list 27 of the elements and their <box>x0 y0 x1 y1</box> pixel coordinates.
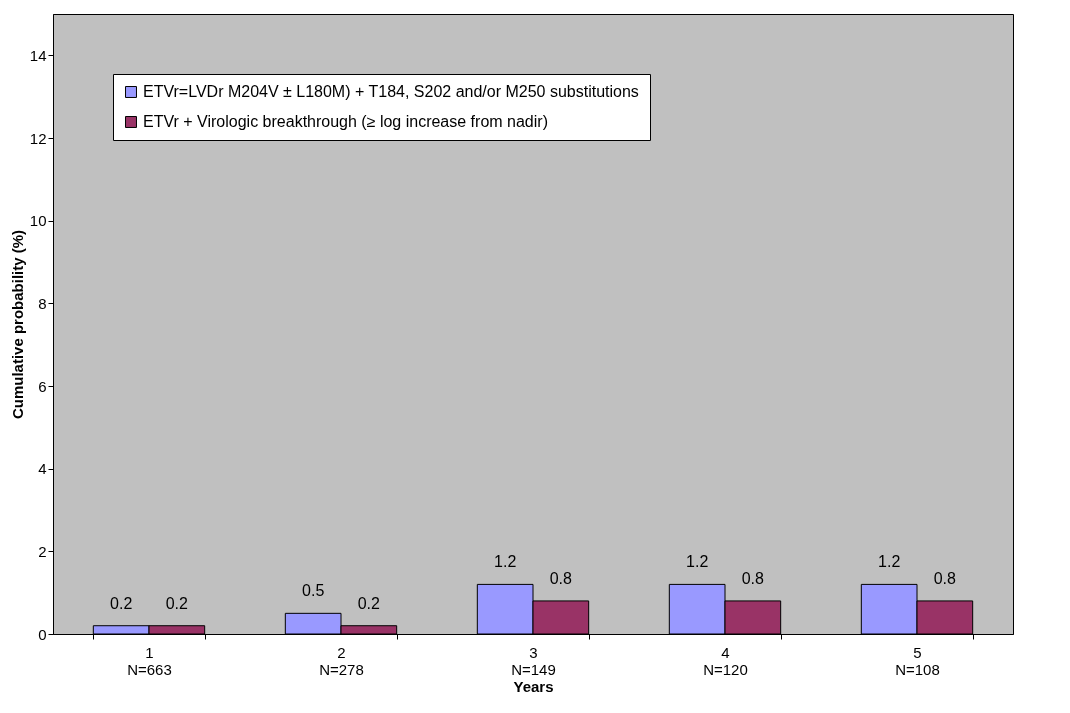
y-tick-label: 0 <box>38 625 47 643</box>
x-tick-label: 5 N=108 <box>895 643 940 678</box>
y-tick-label: 4 <box>38 460 47 478</box>
data-label: 0.5 <box>302 582 325 600</box>
y-axis-title: Cumulative probability (%) <box>8 229 26 420</box>
data-label: 0.8 <box>741 569 765 587</box>
x-tick-label: 4 N=120 <box>703 643 748 678</box>
data-label: 0.8 <box>933 569 957 587</box>
x-axis-title: Years <box>513 677 554 695</box>
data-label: 0.2 <box>357 594 381 612</box>
data-label: 1.2 <box>686 553 709 571</box>
legend-label: ETVr=LVDr M204V ± L180M) + T184, S202 and/or M250 substitutions <box>143 83 639 100</box>
x-tick-label: 2 N=278 <box>319 643 364 678</box>
data-label: 0.2 <box>165 594 189 612</box>
data-label: 1.2 <box>878 553 901 571</box>
x-tick-label: 1 N=663 <box>127 643 172 678</box>
y-tick-label: 8 <box>38 294 47 312</box>
data-label: 1.2 <box>494 553 517 571</box>
y-tick-label: 14 <box>29 46 47 64</box>
data-label: 0.2 <box>110 594 133 612</box>
x-tick-label: 3 N=149 <box>511 643 556 678</box>
y-tick-label: 6 <box>38 377 47 395</box>
data-label: 0.8 <box>549 569 573 587</box>
legend-label: ETVr + Virologic breakthrough (≥ log increase from nadir) <box>143 113 548 130</box>
y-tick-label: 2 <box>38 542 47 560</box>
y-tick-label: 10 <box>29 212 47 230</box>
y-tick-label: 12 <box>29 129 47 147</box>
